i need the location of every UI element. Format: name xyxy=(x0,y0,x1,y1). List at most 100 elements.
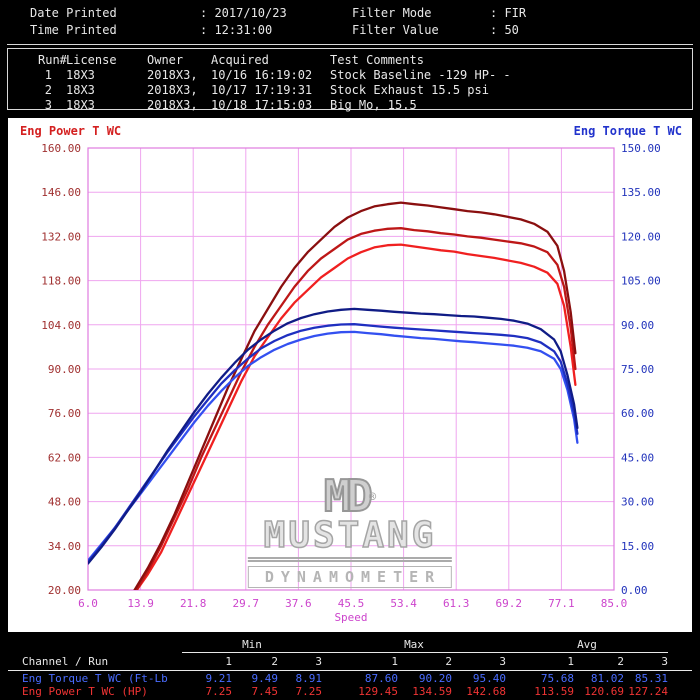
run-acquired: 10/18 17:15:03 xyxy=(211,98,313,112)
torque-max-2: 90.20 xyxy=(418,672,452,685)
avg-group-header: Avg xyxy=(506,638,668,653)
run-col: 1 xyxy=(391,655,398,668)
svg-text:Speed: Speed xyxy=(334,611,367,624)
svg-text:160.00: 160.00 xyxy=(41,142,81,155)
svg-text:34.00: 34.00 xyxy=(48,540,81,553)
run-col: 3 xyxy=(661,655,668,668)
svg-text:118.00: 118.00 xyxy=(41,275,81,288)
max-group-header: Max xyxy=(322,638,506,653)
run-comments: Big Mo, 15.5 xyxy=(330,98,417,112)
run-col: 2 xyxy=(445,655,452,668)
svg-text:60.00: 60.00 xyxy=(621,407,654,420)
filter-value-value: : 50 xyxy=(490,23,519,37)
col-license: License xyxy=(66,53,117,67)
chart-series xyxy=(88,201,579,590)
svg-text:69.2: 69.2 xyxy=(496,597,523,610)
run-comments: Stock Exhaust 15.5 psi xyxy=(330,83,489,97)
run-col: 3 xyxy=(315,655,322,668)
run-license: 18X3 xyxy=(66,68,95,82)
date-printed-label: Date Printed xyxy=(30,6,117,20)
torque-min-2: 9.49 xyxy=(251,672,279,685)
torque-min-1: 9.21 xyxy=(205,672,233,685)
svg-text:48.00: 48.00 xyxy=(48,496,81,509)
power-max-2: 134.59 xyxy=(412,685,452,698)
stats-table: Min Max Avg Channel / Run 1 2 3 1 2 3 1 … xyxy=(8,638,692,698)
power-avg-1: 113.59 xyxy=(534,685,574,698)
run-row-2: 2 18X3 2018X3, 10/17 17:19:31 Stock Exha… xyxy=(8,83,692,97)
power-channel-label: Eng Power T WC (HP) xyxy=(22,685,148,698)
torque-min-3: 8.91 xyxy=(295,672,323,685)
print-header-row-2: Time Printed : 12:31:00 Filter Value : 5… xyxy=(8,22,692,39)
col-owner: Owner xyxy=(147,53,184,67)
left-axis-title-power: Eng Power T WC xyxy=(20,124,122,138)
col-comments: Test Comments xyxy=(330,53,424,67)
watermark-mustang-text: MUSTANG xyxy=(247,516,453,562)
svg-text:0.00: 0.00 xyxy=(621,584,648,597)
power-avg-2: 120.69 xyxy=(584,685,624,698)
svg-text:21.8: 21.8 xyxy=(180,597,207,610)
svg-text:135.00: 135.00 xyxy=(621,186,661,199)
spacer xyxy=(22,638,182,653)
svg-text:76.00: 76.00 xyxy=(48,407,81,420)
run-owner: 2018X3, xyxy=(147,68,198,82)
run-row-3: 3 18X3 2018X3, 10/18 17:15:03 Big Mo, 15… xyxy=(8,98,692,112)
svg-text:146.00: 146.00 xyxy=(41,186,81,199)
watermark-dynamometer-text: DYNAMOMETER xyxy=(247,566,453,588)
torque-stats-row: Eng Torque T WC (Ft-Lb 9.21 9.49 8.91 87… xyxy=(8,672,692,685)
run-col: 2 xyxy=(271,655,278,668)
runs-table: Run# License Owner Acquired Test Comment… xyxy=(7,48,693,112)
filter-value-label: Filter Value xyxy=(352,23,439,37)
svg-text:13.9: 13.9 xyxy=(127,597,154,610)
torque-channel-label: Eng Torque T WC (Ft-Lb xyxy=(22,672,168,685)
svg-text:104.00: 104.00 xyxy=(41,319,81,332)
date-printed-value: : 2017/10/23 xyxy=(200,6,287,20)
svg-text:90.00: 90.00 xyxy=(621,319,654,332)
run-number: 3 xyxy=(44,98,52,112)
svg-text:45.00: 45.00 xyxy=(621,451,654,464)
svg-text:29.7: 29.7 xyxy=(233,597,260,610)
run-owner: 2018X3, xyxy=(147,83,198,97)
md-logo-letters: MD xyxy=(323,471,374,522)
channel-run-label: Channel / Run xyxy=(22,655,109,668)
svg-text:90.00: 90.00 xyxy=(48,363,81,376)
run-number: 1 xyxy=(44,68,52,82)
runs-header-row: Run# License Owner Acquired Test Comment… xyxy=(8,53,692,67)
run-license: 18X3 xyxy=(66,98,95,112)
torque-max-1: 87.60 xyxy=(364,672,398,685)
svg-text:75.00: 75.00 xyxy=(621,363,654,376)
run-col: 1 xyxy=(225,655,232,668)
registered-mark-icon: ® xyxy=(368,490,377,504)
svg-text:15.00: 15.00 xyxy=(621,540,654,553)
power-max-1: 129.45 xyxy=(358,685,398,698)
dyno-chart: Eng Power T WC Eng Torque T WC 6.0 13.9 21… xyxy=(8,118,692,632)
run-col: 1 xyxy=(567,655,574,668)
run-owner: 2018X3, xyxy=(147,98,198,112)
filter-mode-label: Filter Mode xyxy=(352,6,432,20)
md-logo: MD® xyxy=(248,474,452,520)
svg-text:85.0: 85.0 xyxy=(601,597,628,610)
run-number: 2 xyxy=(44,83,52,97)
torque-max-3: 95.40 xyxy=(472,672,506,685)
svg-text:30.00: 30.00 xyxy=(621,496,654,509)
svg-text:45.5: 45.5 xyxy=(338,597,365,610)
chart-grid: 6.0 13.9 21.8 29.7 37.6 45.5 53.4 61.3 69.2 77.1 8… xyxy=(41,142,661,624)
power-min-2: 7.45 xyxy=(251,685,279,698)
power-stats-row: Eng Power T WC (HP) 7.25 7.45 7.25 129.4… xyxy=(8,685,692,698)
torque-avg-3: 85.31 xyxy=(634,672,668,685)
svg-text:62.00: 62.00 xyxy=(48,451,81,464)
svg-text:61.3: 61.3 xyxy=(443,597,470,610)
filter-mode-value: : FIR xyxy=(490,6,527,20)
torque-avg-1: 75.68 xyxy=(540,672,574,685)
svg-text:37.6: 37.6 xyxy=(285,597,312,610)
svg-text:132.00: 132.00 xyxy=(41,230,81,243)
run-license: 18X3 xyxy=(66,83,95,97)
run-acquired: 10/17 17:19:31 xyxy=(211,83,313,97)
run-row-1: 1 18X3 2018X3, 10/16 16:19:02 Stock Base… xyxy=(8,68,692,82)
power-avg-3: 127.24 xyxy=(628,685,668,698)
stats-group-header-row: Min Max Avg xyxy=(8,638,692,653)
power-max-3: 142.68 xyxy=(466,685,506,698)
svg-text:120.00: 120.00 xyxy=(621,230,661,243)
svg-text:105.00: 105.00 xyxy=(621,275,661,288)
time-printed-label: Time Printed xyxy=(30,23,117,37)
